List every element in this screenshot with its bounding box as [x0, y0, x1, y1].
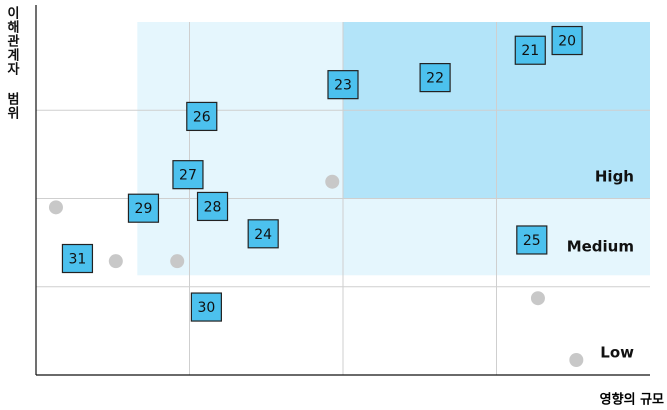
y-axis-label: 이해관계자 범위: [4, 6, 19, 120]
point-box: [186, 101, 218, 132]
point-box: [61, 243, 94, 274]
point-box: [196, 191, 229, 222]
point-box: [514, 35, 546, 65]
point-box: [190, 292, 222, 322]
point-box: [127, 193, 160, 223]
point: [325, 174, 340, 189]
zone-label: Low: [600, 344, 634, 362]
point-label: 24: [254, 227, 272, 243]
point-label: 28: [204, 199, 222, 215]
x-axis-label: 영향의 규모: [600, 392, 664, 408]
point-box: [327, 70, 359, 100]
point-box: [247, 219, 279, 249]
point-label: 27: [179, 168, 197, 184]
point-box: [516, 225, 548, 255]
point-box: [551, 25, 583, 56]
point-label: 25: [523, 233, 541, 249]
point-label: 23: [334, 78, 352, 94]
point-box: [419, 62, 451, 93]
point: [170, 254, 185, 269]
point: [569, 352, 584, 367]
point-label: 20: [558, 34, 576, 50]
point-label: 21: [521, 43, 539, 59]
point-box: [172, 160, 204, 190]
point-label: 26: [193, 109, 211, 125]
point-label: 29: [135, 201, 153, 217]
point-label: 30: [197, 300, 215, 316]
zone-label: High: [595, 168, 634, 186]
point: [530, 291, 545, 306]
point-label: 31: [69, 252, 87, 268]
point-label: 22: [426, 71, 444, 87]
point: [48, 200, 63, 215]
point: [108, 254, 123, 269]
zone-label: Medium: [567, 238, 634, 256]
